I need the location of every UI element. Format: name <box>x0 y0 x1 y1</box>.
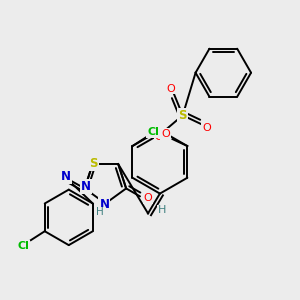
Text: S: S <box>89 157 98 169</box>
Text: Cl: Cl <box>17 241 29 251</box>
Text: Cl: Cl <box>147 127 159 137</box>
Text: H: H <box>158 206 166 215</box>
Text: S: S <box>178 109 187 122</box>
Text: N: N <box>81 180 91 193</box>
Text: O: O <box>144 193 152 203</box>
Text: O: O <box>154 132 163 142</box>
Text: N: N <box>99 198 110 211</box>
Text: O: O <box>167 84 175 94</box>
Text: O: O <box>161 129 170 139</box>
Text: H: H <box>96 207 103 218</box>
Text: N: N <box>61 170 71 183</box>
Text: O: O <box>202 123 211 133</box>
